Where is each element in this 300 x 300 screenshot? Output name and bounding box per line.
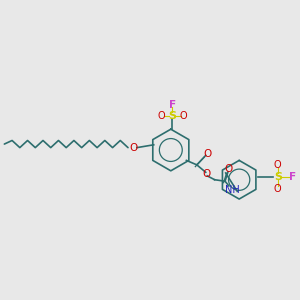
Text: O: O xyxy=(224,164,233,174)
Text: O: O xyxy=(129,142,137,153)
Text: S: S xyxy=(274,172,282,182)
Text: O: O xyxy=(203,148,211,159)
Text: F: F xyxy=(169,100,176,110)
Text: F: F xyxy=(289,172,296,182)
Text: O: O xyxy=(180,111,188,121)
Text: S: S xyxy=(168,111,176,121)
Text: O: O xyxy=(274,184,282,194)
Text: NH: NH xyxy=(225,184,240,194)
Text: O: O xyxy=(202,169,211,179)
Text: O: O xyxy=(157,111,165,121)
Text: O: O xyxy=(274,160,282,170)
